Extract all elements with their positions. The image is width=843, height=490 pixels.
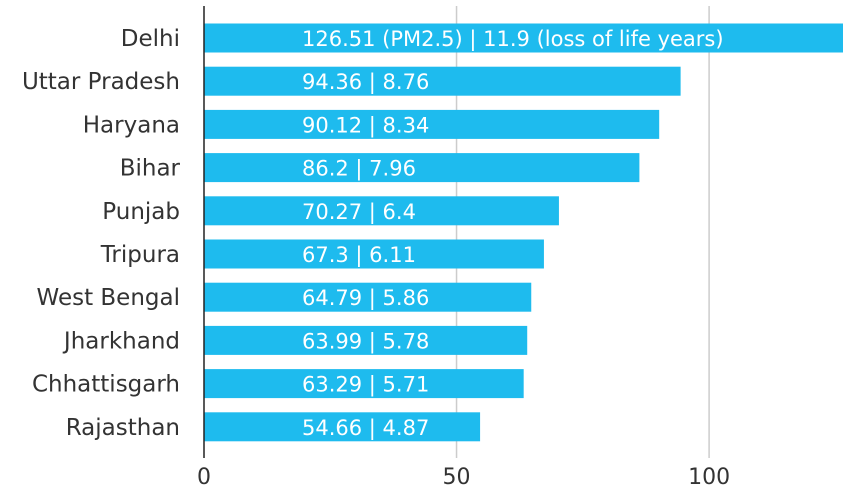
bar-value-label: 54.66 | 4.87 — [302, 416, 429, 441]
bar — [204, 23, 843, 53]
bar-value-label: 67.3 | 6.11 — [302, 243, 416, 268]
category-label: Punjab — [102, 199, 180, 225]
bar-value-label: 64.79 | 5.86 — [302, 286, 429, 311]
bar — [204, 239, 544, 269]
category-label: Tripura — [100, 242, 180, 268]
x-tick-labels: 0 50 100 — [197, 465, 730, 490]
bar-value-label: 70.27 | 6.4 — [302, 200, 416, 225]
x-tick-label: 0 — [197, 465, 211, 490]
bar-value-label: 86.2 | 7.96 — [302, 157, 416, 182]
bar — [204, 282, 532, 312]
x-tick-label: 50 — [443, 465, 471, 490]
category-label: Bihar — [120, 156, 181, 182]
x-tick-label: 100 — [688, 465, 730, 490]
bar — [204, 109, 660, 139]
category-label: Haryana — [83, 112, 180, 138]
bar — [204, 66, 681, 96]
bar-value-labels: 126.51 (PM2.5) | 11.9 (loss of life year… — [302, 27, 724, 441]
category-labels: Delhi Uttar Pradesh Haryana Bihar Punjab Trip… — [22, 26, 181, 441]
bar-value-label: 63.29 | 5.71 — [302, 373, 429, 398]
category-label: Rajasthan — [66, 415, 180, 441]
category-label: Delhi — [121, 26, 180, 52]
bar-value-label: 90.12 | 8.34 — [302, 113, 429, 138]
bar — [204, 369, 524, 399]
bar — [204, 196, 559, 226]
bars — [204, 23, 843, 442]
bar — [204, 153, 640, 183]
bar-value-label: 94.36 | 8.76 — [302, 70, 429, 95]
category-label: Chhattisgarh — [32, 372, 180, 398]
bar — [204, 325, 528, 355]
bar-value-label: 63.99 | 5.78 — [302, 329, 429, 354]
category-label: Jharkhand — [62, 328, 180, 354]
category-label: West Bengal — [37, 285, 180, 311]
bar — [204, 412, 481, 442]
category-label: Uttar Pradesh — [22, 69, 180, 95]
bar-value-label: 126.51 (PM2.5) | 11.9 (loss of life year… — [302, 27, 724, 52]
